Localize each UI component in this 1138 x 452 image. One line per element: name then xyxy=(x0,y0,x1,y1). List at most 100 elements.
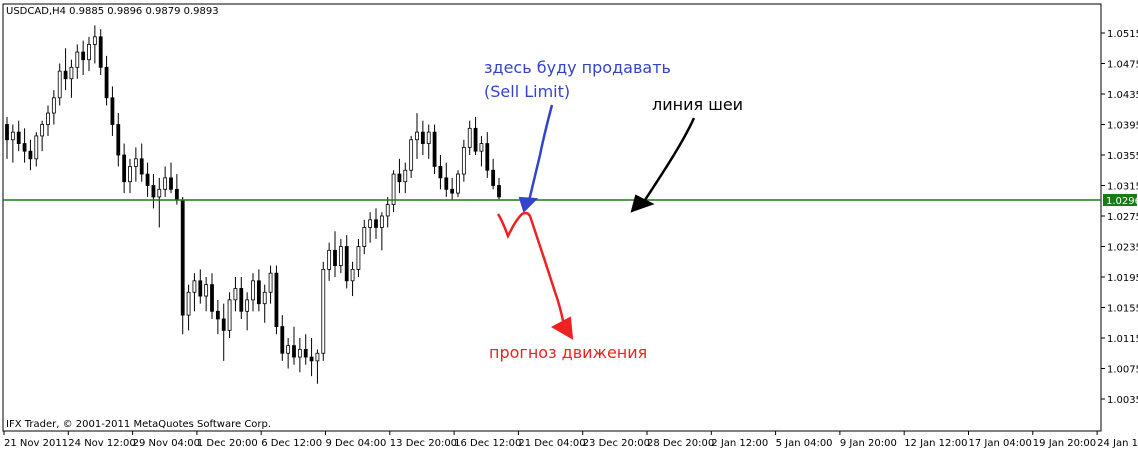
sell-annotation-line1: здесь буду продавать xyxy=(484,58,671,77)
candle-body xyxy=(292,345,296,358)
y-tick-label: 1.0235 xyxy=(1107,243,1138,254)
x-tick-label: 6 Dec 12:00 xyxy=(261,438,322,449)
candle-body xyxy=(239,288,244,312)
candle-body xyxy=(186,291,191,316)
forecast-annotation: прогноз движения xyxy=(489,343,647,362)
neckline-arrow-line xyxy=(643,117,696,201)
x-tick-label: 21 Dec 04:00 xyxy=(518,438,585,449)
candle-body xyxy=(157,188,162,198)
neckline-arrow-head-icon xyxy=(630,194,655,213)
candle-body xyxy=(210,284,214,312)
candle-body xyxy=(233,288,238,301)
x-tick-label: 24 Jan 12:00 xyxy=(1097,438,1138,449)
candle-body xyxy=(151,185,156,198)
candle-body xyxy=(227,299,232,331)
candle-body xyxy=(57,70,62,99)
candle-body xyxy=(46,112,50,125)
candles-group xyxy=(5,25,501,384)
candle-body xyxy=(491,169,496,186)
x-tick-label: 5 Jan 04:00 xyxy=(776,438,833,449)
x-tick-label: 16 Dec 12:00 xyxy=(454,438,521,449)
candle-body xyxy=(251,280,255,301)
candle-body xyxy=(204,284,209,297)
neckline-price-label: 1.0296 xyxy=(1106,196,1138,207)
candle-body xyxy=(397,173,402,183)
sell-arrow-head-icon xyxy=(518,196,539,213)
y-tick-label: 1.0315 xyxy=(1107,182,1138,193)
candle-body xyxy=(333,249,337,266)
candle-body xyxy=(192,280,197,293)
x-tick-label: 2 Jan 12:00 xyxy=(711,438,768,449)
candle-body xyxy=(63,70,68,80)
candle-body xyxy=(391,173,396,205)
symbol-header: USDCAD,H4 0.9885 0.9896 0.9879 0.9893 xyxy=(6,6,219,17)
x-tick-label: 28 Dec 20:00 xyxy=(647,438,714,449)
candle-body xyxy=(461,146,466,175)
candle-body xyxy=(450,188,455,194)
candle-body xyxy=(420,131,425,144)
candle-body xyxy=(75,51,80,68)
candle-body xyxy=(456,173,460,194)
candle-body xyxy=(198,280,203,297)
neckline-price-badge xyxy=(1103,193,1137,206)
x-tick-label: 24 Nov 12:00 xyxy=(68,438,135,449)
candle-body xyxy=(415,131,419,141)
y-tick-label: 1.0435 xyxy=(1107,90,1138,101)
y-tick-label: 1.0115 xyxy=(1107,334,1138,345)
candle-body xyxy=(385,204,390,217)
candle-body xyxy=(16,131,21,144)
x-tick-label: 29 Nov 04:00 xyxy=(133,438,200,449)
candle-body xyxy=(87,44,91,61)
candle-body xyxy=(274,272,279,327)
x-tick-label: 9 Dec 04:00 xyxy=(326,438,387,449)
candle-body xyxy=(122,154,127,183)
candle-body xyxy=(98,36,103,68)
copyright-text: IFX Trader, © 2001-2011 MetaQuotes Softw… xyxy=(6,419,271,430)
sell-arrow-line xyxy=(526,104,554,206)
candle-body xyxy=(444,177,449,190)
candle-body xyxy=(22,143,27,152)
plot-frame xyxy=(2,3,1102,432)
candle-body xyxy=(362,227,367,247)
forecast-path xyxy=(496,211,566,326)
y-tick-label: 1.0195 xyxy=(1107,273,1138,284)
candle-body xyxy=(92,36,97,45)
candle-body xyxy=(245,299,250,312)
candle-body xyxy=(116,124,121,156)
candle-body xyxy=(426,131,431,144)
sell-annotation-line2: (Sell Limit) xyxy=(484,82,570,101)
y-tick-label: 1.0035 xyxy=(1107,395,1138,406)
candle-body xyxy=(315,352,320,362)
candle-body xyxy=(128,166,132,183)
candle-body xyxy=(368,219,373,228)
candle-body xyxy=(286,345,291,354)
candle-body xyxy=(169,177,173,190)
candle-body xyxy=(280,326,285,354)
y-tick-label: 1.0155 xyxy=(1107,304,1138,315)
candle-body xyxy=(485,143,490,171)
candle-body xyxy=(321,268,326,354)
y-tick-label: 1.0355 xyxy=(1107,151,1138,162)
x-tick-label: 9 Jan 20:00 xyxy=(840,438,897,449)
candle-body xyxy=(303,349,308,358)
candle-body xyxy=(40,124,45,137)
y-tick-label: 1.0475 xyxy=(1107,60,1138,71)
candle-body xyxy=(139,158,144,175)
candle-body xyxy=(409,139,414,171)
y-tick-label: 1.0515 xyxy=(1107,29,1138,40)
candle-body xyxy=(110,97,115,125)
candle-body xyxy=(69,66,74,80)
candle-body xyxy=(262,291,267,305)
candle-body xyxy=(344,246,349,282)
candle-body xyxy=(10,131,15,141)
candle-body xyxy=(145,173,150,186)
y-tick-label: 1.0275 xyxy=(1107,212,1138,223)
candle-body xyxy=(256,280,261,305)
candle-body xyxy=(221,318,226,331)
candle-body xyxy=(309,356,314,362)
x-tick-label: 19 Jan 20:00 xyxy=(1033,438,1096,449)
candle-body xyxy=(432,131,437,167)
candle-body xyxy=(180,199,185,316)
candle-body xyxy=(467,127,472,148)
